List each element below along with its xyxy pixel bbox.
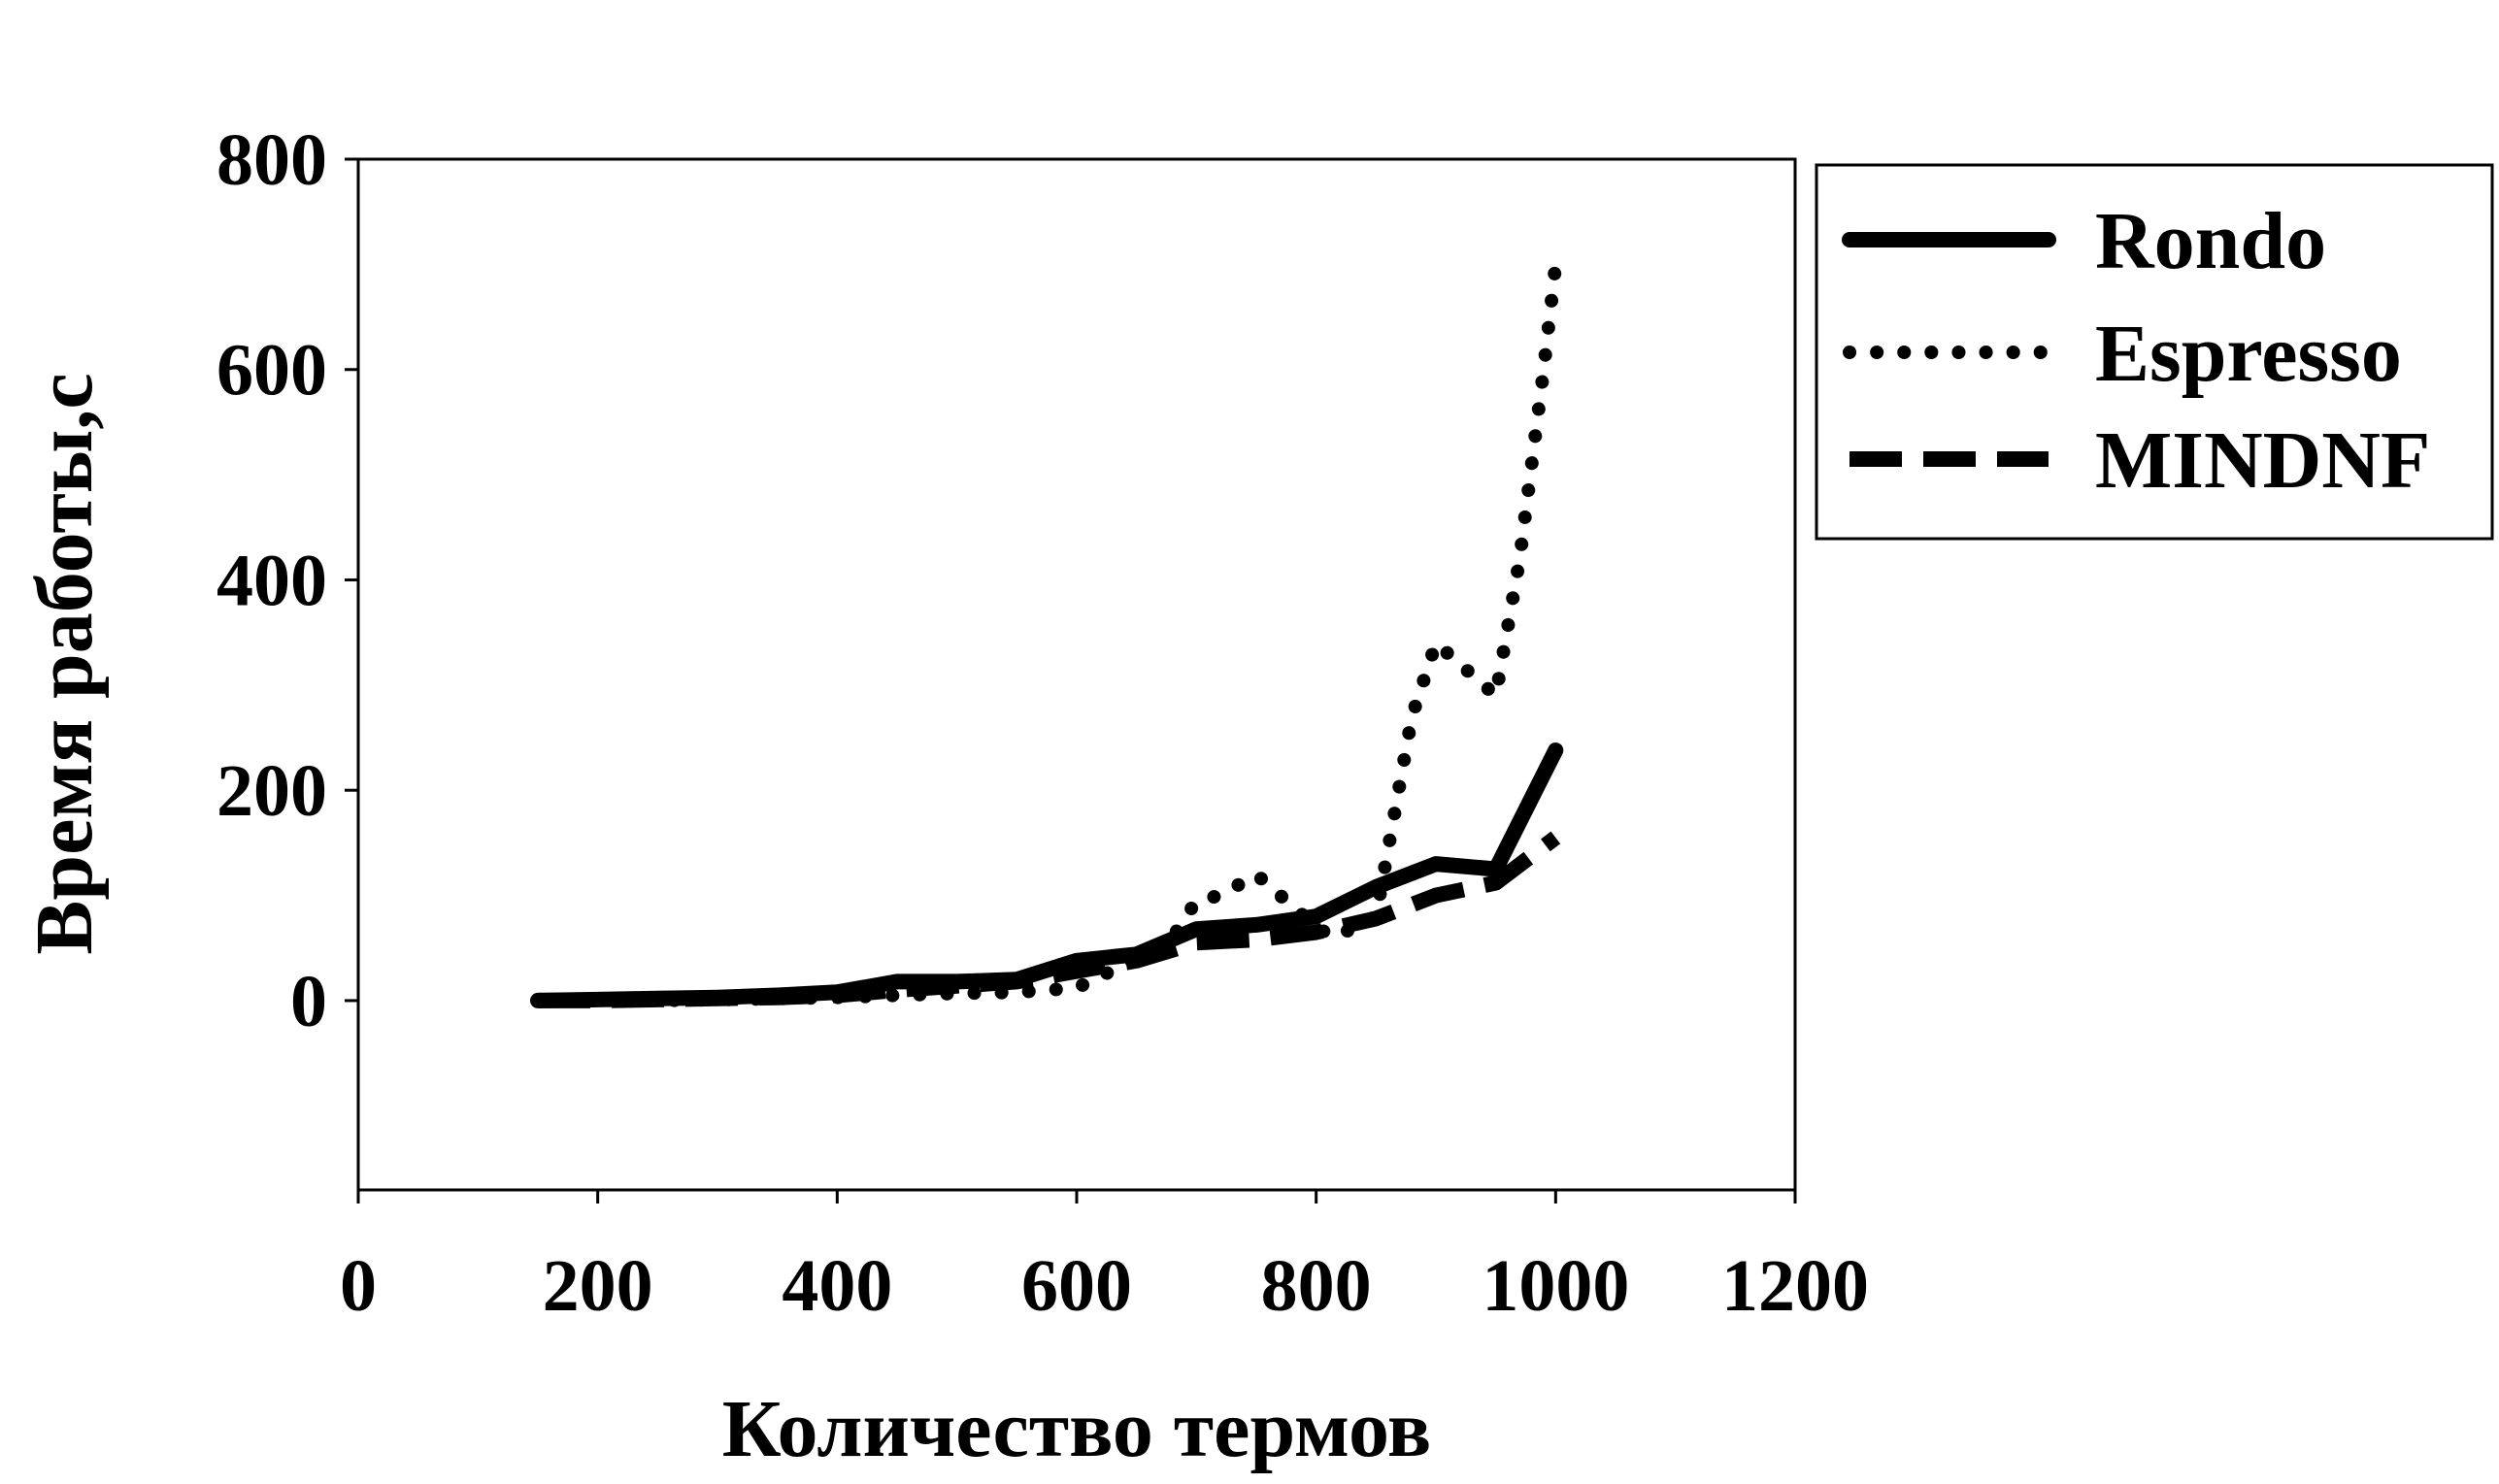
y-tick-label: 400 [217,540,327,621]
x-tick-label: 200 [543,1245,653,1327]
legend-label-espresso: Espresso [2095,309,2402,399]
x-axis: 0 200 400 600 800 1000 1200 [340,1190,1869,1327]
legend-label-mindnf: MINDNF [2095,415,2430,506]
x-tick-label: 1200 [1721,1245,1869,1327]
legend-label-rondo: Rondo [2095,196,2326,286]
x-tick-label: 800 [1261,1245,1372,1327]
plot-area [356,157,1797,1192]
x-tick-label: 400 [782,1245,892,1327]
y-tick-label: 800 [217,119,327,201]
y-tick-label: 600 [217,330,327,412]
legend: Rondo Espresso MINDNF [1815,163,2494,541]
y-tick-label: 0 [290,961,327,1042]
y-axis: 0 200 400 600 800 [217,119,358,1042]
y-axis-title: Время работы,с [19,373,110,954]
x-axis-title: Количество термов [722,1384,1432,1474]
x-tick-label: 0 [340,1245,377,1327]
y-tick-label: 200 [217,750,327,832]
x-tick-label: 1000 [1482,1245,1629,1327]
x-tick-label: 600 [1021,1245,1132,1327]
series-line-mindnf [538,831,1561,1008]
series-layer [530,257,1564,1008]
